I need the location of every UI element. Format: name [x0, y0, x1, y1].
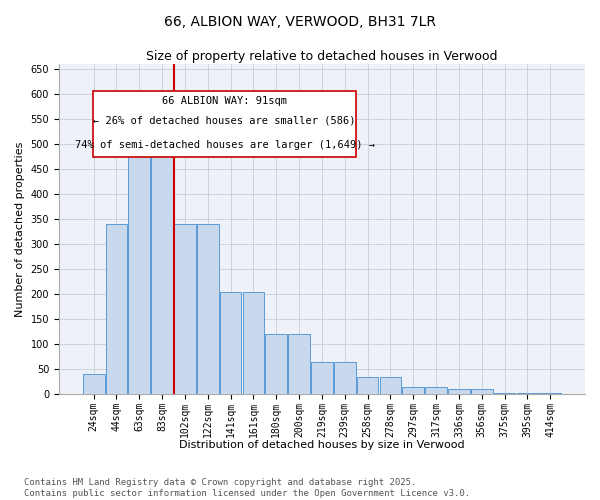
- Bar: [128, 134, 150, 394]
- Text: Contains HM Land Registry data © Crown copyright and database right 2025.
Contai: Contains HM Land Registry data © Crown c…: [24, 478, 470, 498]
- Bar: [288, 334, 310, 394]
- Text: ← 26% of detached houses are smaller (586): ← 26% of detached houses are smaller (58…: [94, 116, 356, 126]
- Title: Size of property relative to detached houses in Verwood: Size of property relative to detached ho…: [146, 50, 498, 63]
- Bar: [197, 224, 218, 394]
- Text: 66, ALBION WAY, VERWOOD, BH31 7LR: 66, ALBION WAY, VERWOOD, BH31 7LR: [164, 15, 436, 29]
- Text: 66 ALBION WAY: 91sqm: 66 ALBION WAY: 91sqm: [162, 96, 287, 106]
- Bar: [380, 377, 401, 394]
- X-axis label: Distribution of detached houses by size in Verwood: Distribution of detached houses by size …: [179, 440, 465, 450]
- Bar: [106, 224, 127, 394]
- Bar: [334, 362, 356, 394]
- Y-axis label: Number of detached properties: Number of detached properties: [15, 142, 25, 317]
- Bar: [83, 374, 104, 394]
- Bar: [425, 387, 447, 394]
- Bar: [448, 390, 470, 394]
- Bar: [311, 362, 333, 394]
- Bar: [242, 292, 265, 394]
- Text: 74% of semi-detached houses are larger (1,649) →: 74% of semi-detached houses are larger (…: [74, 140, 374, 149]
- FancyBboxPatch shape: [93, 90, 356, 156]
- Bar: [151, 124, 173, 394]
- Bar: [357, 377, 379, 394]
- Bar: [220, 292, 241, 394]
- Bar: [403, 387, 424, 394]
- Bar: [471, 390, 493, 394]
- Bar: [174, 224, 196, 394]
- Bar: [265, 334, 287, 394]
